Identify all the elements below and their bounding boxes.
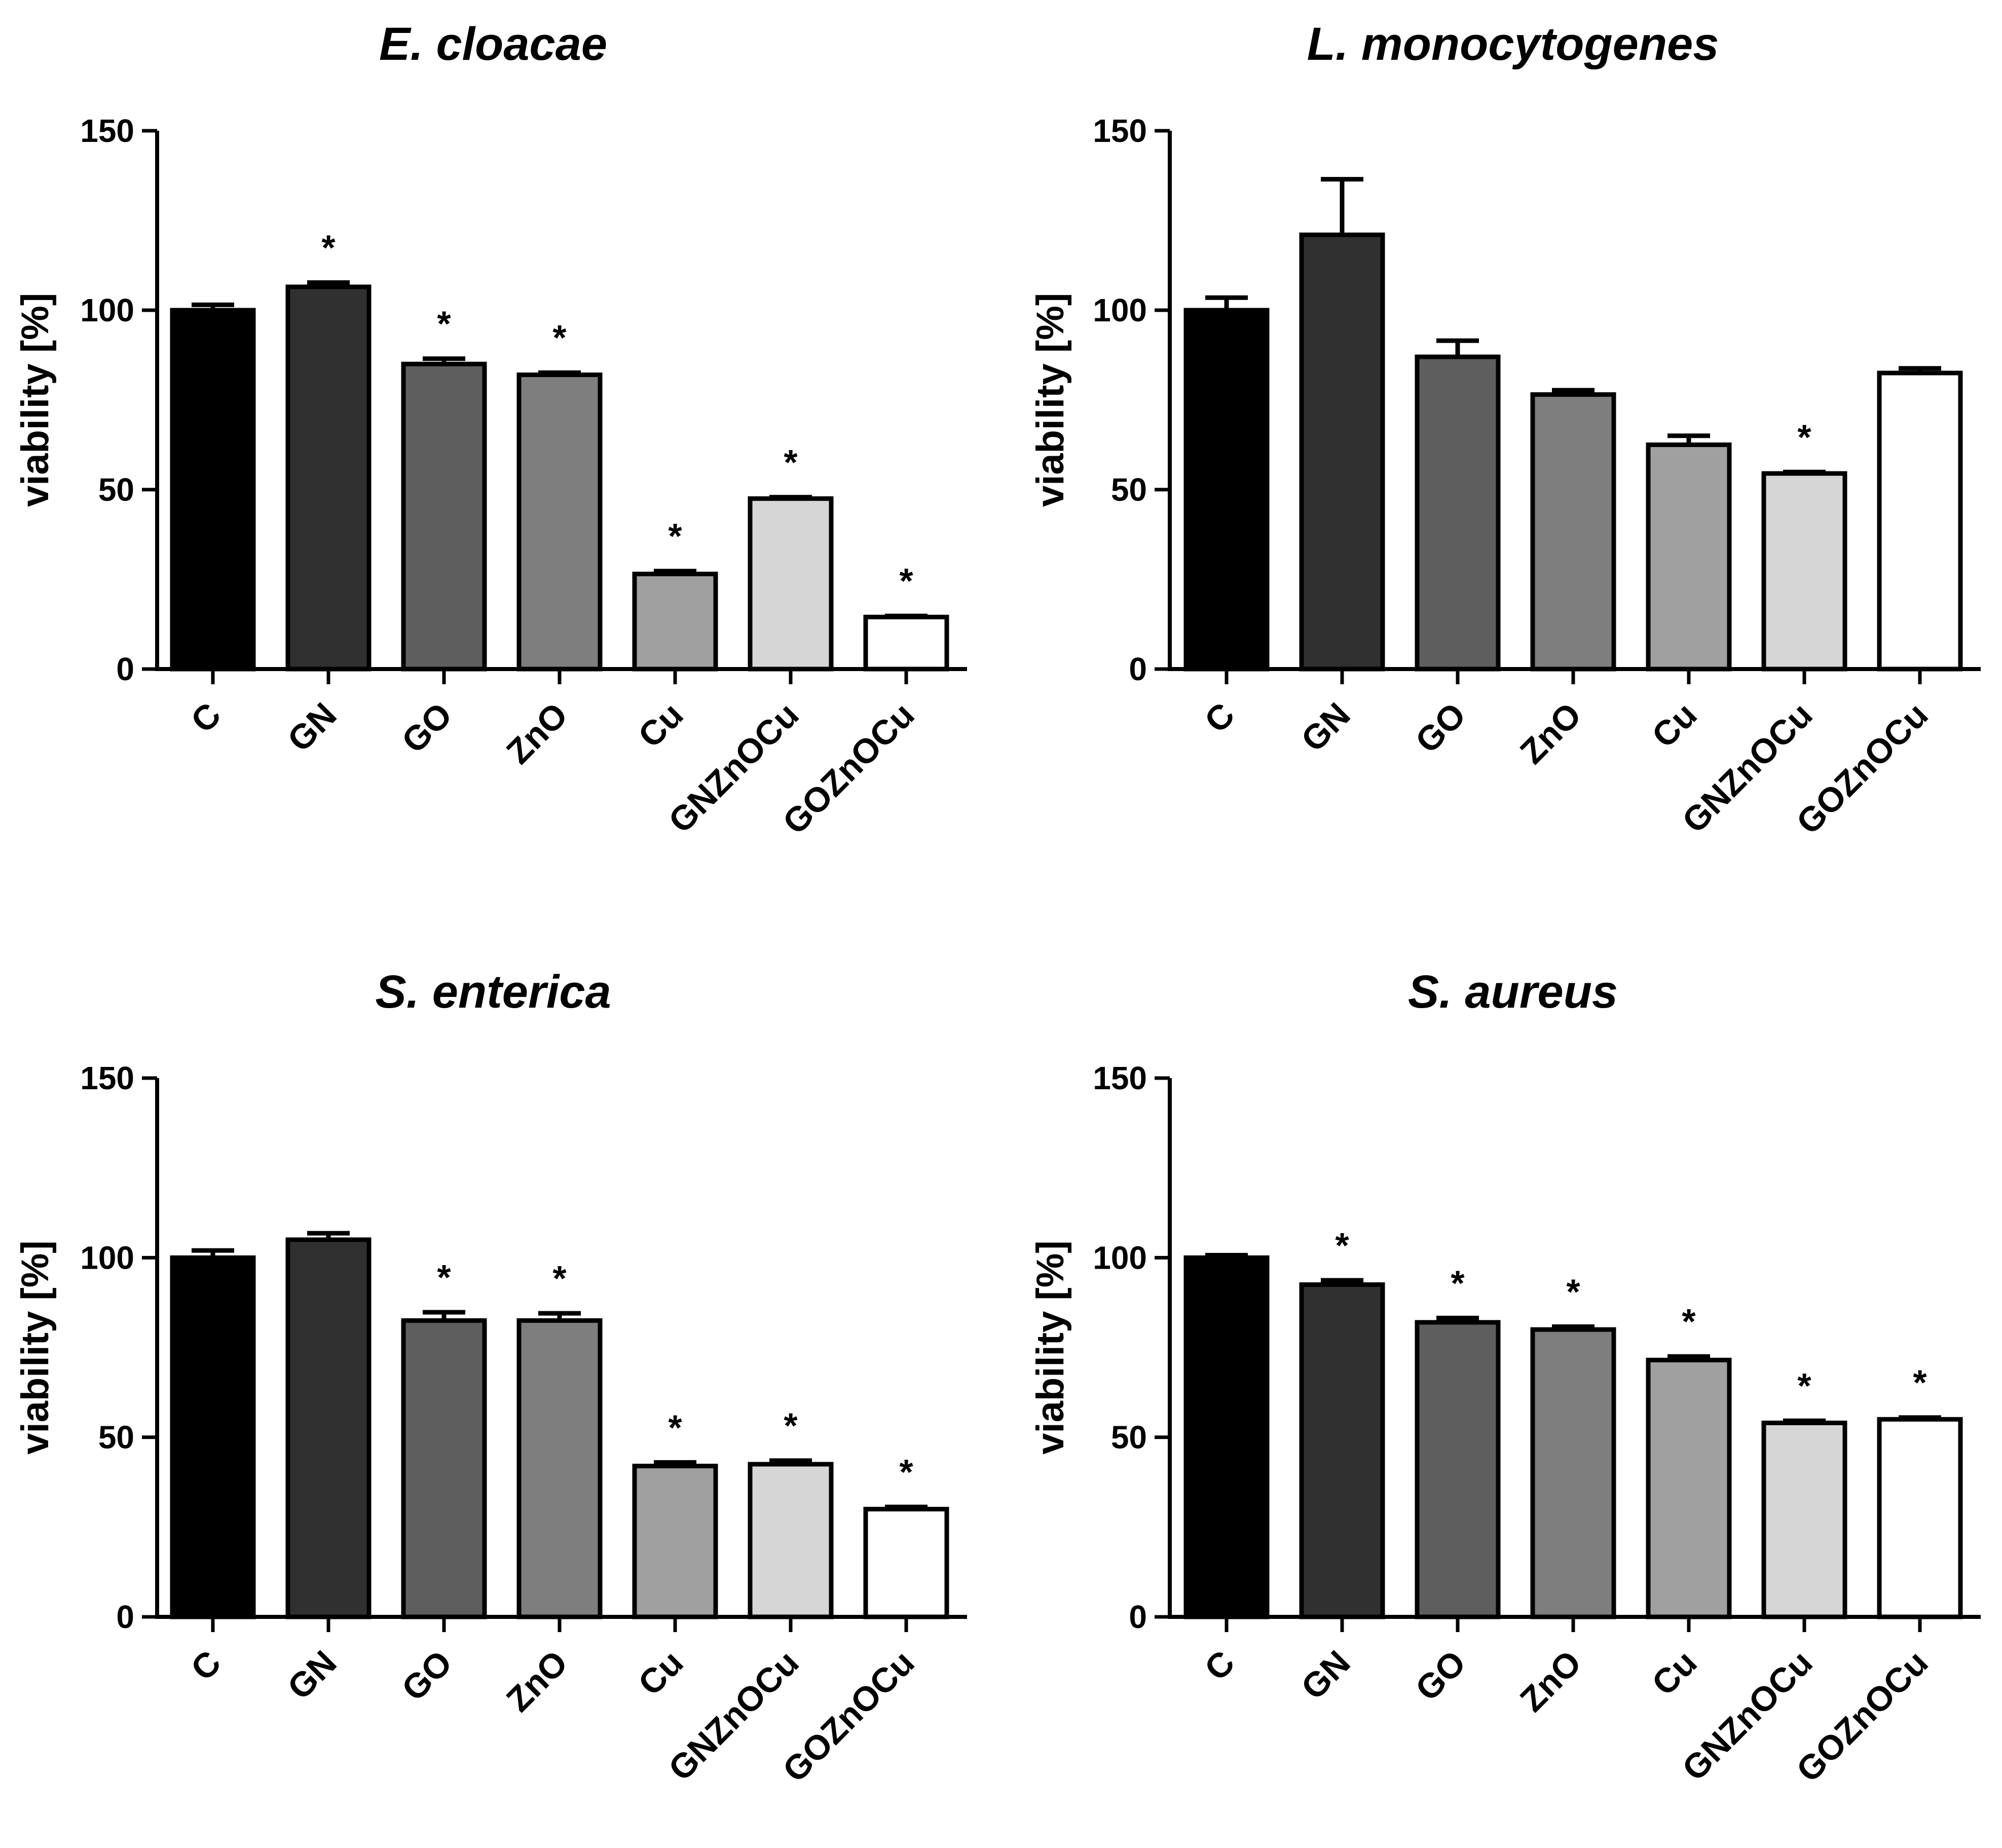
y-tick-label: 50 [98,1419,134,1456]
bar [1183,308,1270,672]
chart-title: S. aureus [1408,966,1618,1018]
chart-panel: S. aureus viability [%] * * * * * * 0 50 100 150 C GN… [1029,966,1981,1790]
significance-marker: * [899,1452,913,1492]
y-tick-label: 100 [80,1239,134,1276]
x-tick-label: ZnO [499,1643,575,1719]
chart-title: S. enterica [375,966,611,1018]
x-tick-label: Cu [1645,695,1704,755]
significance-marker: * [668,516,682,556]
bar [632,571,718,672]
y-tick-label: 100 [80,292,134,328]
y-tick-label: 0 [116,1599,134,1635]
significance-marker: * [437,1258,451,1297]
significance-marker: * [321,228,336,267]
y-tick-label: 150 [80,113,134,149]
chart-title: E. cloacae [379,18,607,70]
significance-marker: * [784,442,798,482]
x-tick-label: Cu [1645,1643,1704,1703]
x-tick-label: GO [1408,695,1473,761]
chart-title: L. monocytogenes [1307,18,1719,70]
y-tick-label: 150 [1093,1060,1147,1096]
significance-marker: * [552,318,567,357]
y-tick-label: 0 [1129,651,1147,687]
y-axis-title: viability [%] [14,1240,57,1454]
y-tick-label: 100 [1093,1239,1147,1276]
bar [863,614,949,672]
bar [401,1318,487,1619]
x-tick-label: GN [1294,1643,1358,1707]
bar [748,1462,834,1619]
significance-marker: * [437,304,451,344]
y-tick-label: 50 [98,471,134,508]
significance-marker: * [899,561,913,601]
bar [1877,1417,1963,1619]
x-tick-label: GN [280,1643,344,1707]
bar [170,1255,256,1619]
x-tick-label: C [183,695,228,740]
x-tick-label: ZnO [1513,695,1589,771]
x-tick-label: Cu [631,1643,691,1703]
bar [1877,371,1963,672]
bar [632,1463,718,1619]
significance-marker: * [1797,417,1811,457]
significance-marker: * [784,1406,798,1446]
x-tick-label: GN [280,695,344,759]
bar [1415,354,1501,672]
bar [1415,1320,1501,1619]
significance-marker: * [1682,1302,1696,1341]
chart-panel: E. cloacae viability [%] * * * * * * 0 50 100 150 C G… [14,18,967,842]
bar [1646,442,1732,672]
bar [1299,232,1385,672]
y-tick-label: 150 [1093,113,1147,149]
y-tick-label: 0 [116,651,134,687]
bar [1761,1420,1847,1619]
significance-marker: * [552,1259,567,1298]
bar [748,496,834,672]
bar [285,284,372,672]
significance-marker: * [668,1408,682,1447]
bar [1299,1282,1385,1619]
bar [1530,392,1616,672]
x-tick-label: GO [394,1643,460,1709]
x-tick-label: GO [1408,1643,1473,1709]
chart-panel: S. enterica viability [%] * * * * * 0 50 100 150 C G… [14,966,967,1790]
bar [1646,1357,1732,1619]
bar [516,372,603,672]
significance-marker: * [1335,1226,1349,1265]
x-tick-label: C [1197,1643,1242,1688]
y-axis-title: viability [%] [1029,293,1072,507]
x-tick-label: GN [1294,695,1358,759]
significance-marker: * [1566,1272,1580,1311]
x-tick-label: Cu [631,695,691,755]
y-tick-label: 150 [80,1060,134,1096]
bar [1183,1255,1270,1619]
x-tick-label: ZnO [1513,1643,1589,1719]
bar [1761,471,1847,672]
y-tick-label: 100 [1093,292,1147,328]
significance-marker: * [1913,1363,1927,1402]
y-axis-title: viability [%] [14,293,57,507]
bar [516,1318,603,1619]
x-tick-label: ZnO [499,695,575,771]
y-axis-title: viability [%] [1029,1240,1072,1454]
bar [401,361,487,672]
significance-marker: * [1797,1366,1811,1406]
x-tick-label: C [183,1643,228,1688]
bar [170,308,256,672]
bar [863,1506,949,1619]
bar [1530,1327,1616,1619]
y-tick-label: 0 [1129,1599,1147,1635]
significance-marker: * [1451,1263,1465,1303]
chart-panel: L. monocytogenes viability [%] * 0 50 100 150 C… [1029,18,1981,842]
y-tick-label: 50 [1111,1419,1147,1456]
bar [285,1237,372,1619]
y-tick-label: 50 [1111,471,1147,508]
x-tick-label: C [1197,695,1242,740]
x-tick-label: GO [394,695,460,761]
